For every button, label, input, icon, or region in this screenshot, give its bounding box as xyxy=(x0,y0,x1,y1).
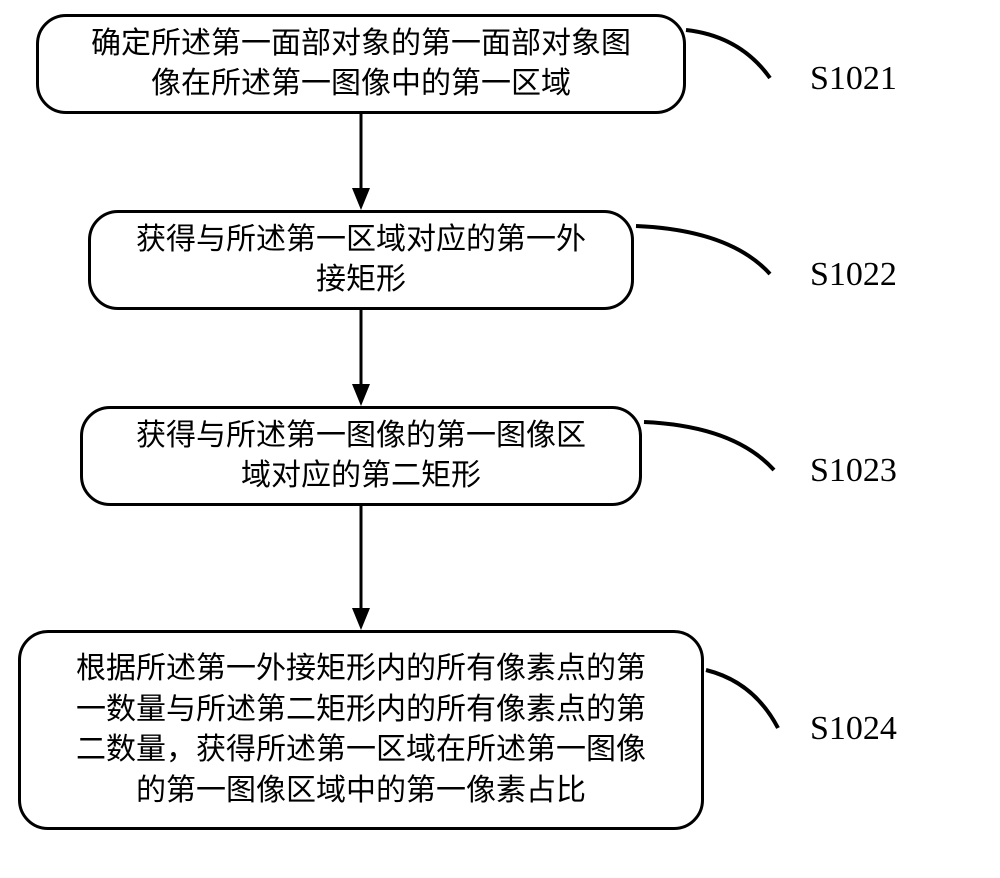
step-label-s1021: S1021 xyxy=(810,60,897,98)
node-text: 根据所述第一外接矩形内的所有像素点的第一数量与所述第二矩形内的所有像素点的第二数… xyxy=(76,649,646,811)
node-text: 确定所述第一面部对象的第一面部对象图像在所述第一图像中的第一区域 xyxy=(91,24,631,105)
node-text: 获得与所述第一图像的第一图像区域对应的第二矩形 xyxy=(136,416,586,497)
flow-node-s1022: 获得与所述第一区域对应的第一外接矩形 xyxy=(88,210,634,310)
connector-arc-2 xyxy=(630,220,810,290)
flowchart-container: 确定所述第一面部对象的第一面部对象图像在所述第一图像中的第一区域 获得与所述第一… xyxy=(0,0,1000,878)
flow-node-s1024: 根据所述第一外接矩形内的所有像素点的第一数量与所述第二矩形内的所有像素点的第二数… xyxy=(18,630,704,830)
flow-arrow-2 xyxy=(346,310,376,406)
step-label-s1024: S1024 xyxy=(810,710,897,748)
connector-arc-1 xyxy=(680,24,810,94)
step-label-s1023: S1023 xyxy=(810,452,897,490)
step-label-s1022: S1022 xyxy=(810,256,897,294)
connector-arc-4 xyxy=(700,664,810,744)
node-text: 获得与所述第一区域对应的第一外接矩形 xyxy=(136,220,586,301)
flow-node-s1021: 确定所述第一面部对象的第一面部对象图像在所述第一图像中的第一区域 xyxy=(36,14,686,114)
flow-arrow-1 xyxy=(346,114,376,210)
flow-arrow-3 xyxy=(346,506,376,630)
connector-arc-3 xyxy=(638,416,810,486)
flow-node-s1023: 获得与所述第一图像的第一图像区域对应的第二矩形 xyxy=(80,406,642,506)
